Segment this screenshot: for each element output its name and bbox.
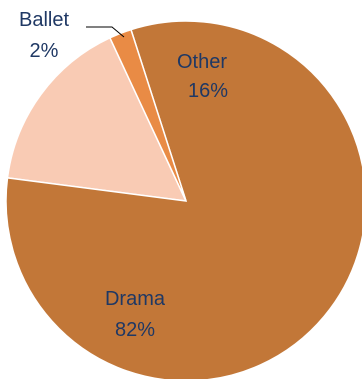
label-drama-value: 82%	[115, 319, 155, 341]
pie-slices	[5, 20, 362, 379]
ballet-leader-line	[86, 26, 125, 38]
pie-slice-other	[6, 36, 188, 202]
pie-slice-drama	[5, 20, 362, 379]
label-other-category: Other	[177, 51, 227, 73]
label-other-value: 16%	[188, 80, 228, 102]
label-ballet-value: 2%	[30, 40, 59, 62]
label-ballet-category: Ballet	[19, 9, 69, 31]
label-drama-category: Drama	[105, 288, 166, 310]
